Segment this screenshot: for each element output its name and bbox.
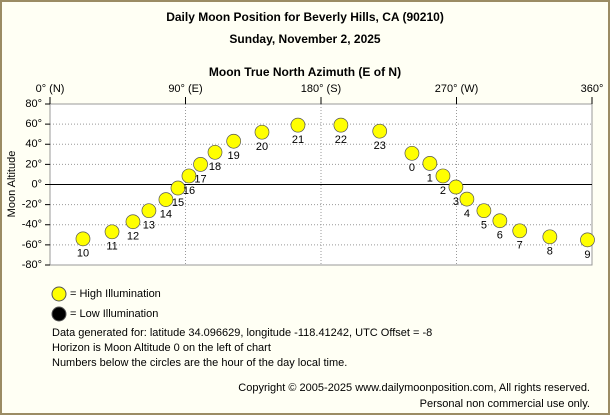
- point-label: 14: [160, 209, 172, 221]
- point-label: 12: [127, 231, 139, 243]
- moon-point: [207, 144, 223, 160]
- x-tick-label: 360°: [581, 83, 604, 95]
- moon-point: [254, 124, 270, 140]
- legend-label: = Low Illumination: [70, 308, 158, 320]
- moon-point: [193, 157, 208, 172]
- y-tick-label: 20°: [25, 158, 42, 170]
- moon-point: [158, 192, 174, 207]
- chart-subtitle: Sunday, November 2, 2025: [229, 32, 381, 46]
- y-tick-label: 40°: [25, 138, 42, 150]
- y-axis-title: Moon Altitude: [6, 151, 18, 218]
- moon-point: [290, 117, 306, 133]
- point-label: 13: [143, 220, 155, 232]
- moon-point: [181, 168, 197, 184]
- y-tick-label: 0°: [31, 178, 42, 190]
- note: Data generated for: latitude 34.096629, …: [52, 327, 432, 339]
- point-label: 5: [481, 220, 487, 232]
- moon-point: [226, 133, 242, 149]
- point-label: 23: [374, 140, 386, 152]
- x-tick-label: 270° (W): [435, 83, 479, 95]
- moon-point: [141, 203, 157, 219]
- point-label: 6: [497, 230, 503, 242]
- point-label: 4: [464, 208, 470, 220]
- point-label: 9: [584, 249, 590, 261]
- moon-point: [333, 117, 349, 133]
- x-tick-label: 180° (S): [301, 83, 341, 95]
- y-tick-label: -20°: [22, 199, 42, 211]
- moon-point: [170, 180, 186, 196]
- y-tick-label: 60°: [25, 118, 42, 130]
- y-tick-label: -40°: [22, 219, 42, 231]
- moon-point: [422, 156, 438, 171]
- y-tick-label: -80°: [22, 259, 42, 271]
- point-label: 15: [172, 197, 184, 209]
- chart-title: Daily Moon Position for Beverly Hills, C…: [166, 10, 444, 24]
- moon-point: [512, 223, 528, 239]
- legend-swatch: [51, 306, 67, 322]
- point-label: 22: [335, 134, 347, 146]
- moon-point: [542, 229, 558, 245]
- moon-point: [404, 145, 420, 161]
- point-label: 18: [209, 161, 221, 173]
- point-label: 8: [547, 246, 553, 258]
- moon-point: [448, 179, 464, 195]
- point-label: 21: [292, 134, 304, 146]
- moon-point: [580, 232, 595, 248]
- legend-swatch: [51, 286, 67, 302]
- y-tick-label: 80°: [25, 98, 42, 110]
- moon-point: [372, 123, 388, 139]
- x-tick-label: 0° (N): [36, 83, 65, 95]
- point-label: 10: [77, 248, 89, 260]
- y-tick-label: -60°: [22, 239, 42, 251]
- point-label: 1: [427, 172, 433, 184]
- moon-point: [75, 231, 91, 247]
- note: Numbers below the circles are the hour o…: [52, 357, 347, 369]
- moon-point: [476, 203, 492, 219]
- point-label: 20: [256, 141, 268, 153]
- moon-point: [125, 214, 141, 230]
- x-axis-title: Moon True North Azimuth (E of N): [209, 65, 401, 79]
- point-label: 19: [228, 150, 240, 162]
- moon-point: [104, 224, 120, 240]
- moon-point: [435, 168, 451, 184]
- point-label: 0: [409, 162, 415, 174]
- copyright: Personal non commercial use only.: [420, 398, 590, 410]
- point-label: 3: [453, 196, 459, 208]
- point-label: 2: [440, 185, 446, 197]
- copyright: Copyright © 2005-2025 www.dailymoonposit…: [238, 382, 590, 394]
- point-label: 11: [106, 241, 117, 253]
- point-label: 16: [183, 185, 195, 197]
- legend-label: = High Illumination: [70, 288, 161, 300]
- moon-point: [492, 213, 508, 229]
- point-label: 17: [194, 173, 206, 185]
- note: Horizon is Moon Altitude 0 on the left o…: [52, 342, 271, 354]
- point-label: 7: [517, 240, 523, 252]
- moon-point: [459, 191, 475, 207]
- x-tick-label: 90° (E): [168, 83, 202, 95]
